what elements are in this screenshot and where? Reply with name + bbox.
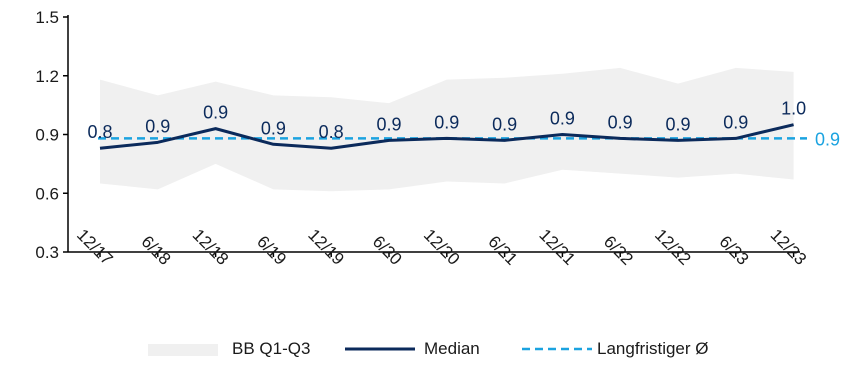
y-tick-label: 1.2 bbox=[35, 67, 59, 86]
quartile-band bbox=[100, 67, 794, 192]
x-tick-label: 6/19 bbox=[253, 232, 290, 269]
median-data-label: 0.9 bbox=[203, 103, 228, 123]
legend-label-band: BB Q1-Q3 bbox=[232, 339, 310, 358]
y-tick-label: 0.6 bbox=[35, 184, 59, 203]
median-data-label: 0.9 bbox=[145, 116, 170, 136]
y-tick-label: 1.5 bbox=[35, 8, 59, 27]
median-data-label: 0.8 bbox=[319, 122, 344, 142]
x-tick-label: 6/18 bbox=[138, 232, 175, 269]
x-tick-label: 6/21 bbox=[484, 232, 521, 269]
median-line bbox=[99, 123, 794, 150]
median-data-label: 0.8 bbox=[87, 122, 112, 142]
x-tick-label: 6/20 bbox=[369, 232, 406, 269]
median-data-label: 0.9 bbox=[608, 112, 633, 132]
median-data-label: 0.9 bbox=[492, 114, 517, 134]
legend-label-average: Langfristiger Ø bbox=[597, 339, 709, 358]
legend: BB Q1-Q3 Median Langfristiger Ø bbox=[148, 339, 709, 358]
median-data-label: 0.9 bbox=[261, 118, 286, 138]
y-tick-label: 0.3 bbox=[35, 243, 59, 262]
data-labels: 0.8 0.9 0.9 0.9 0.8 0.9 0.9 0.9 0.9 0.9 0.9 0.9 1.0 0… bbox=[87, 99, 840, 150]
x-tick-label: 12/18 bbox=[189, 225, 233, 269]
x-tick-label: 6/23 bbox=[716, 232, 753, 269]
series-layer bbox=[98, 123, 807, 150]
x-tick-label: 12/19 bbox=[304, 225, 348, 269]
average-data-label: 0.9 bbox=[815, 129, 840, 149]
median-data-label: 0.9 bbox=[434, 112, 459, 132]
x-tick-label: 12/20 bbox=[420, 225, 464, 269]
y-tick-label: 0.9 bbox=[35, 126, 59, 145]
legend-label-median: Median bbox=[424, 339, 480, 358]
median-data-label: 0.9 bbox=[665, 114, 690, 134]
quartile-band-layer bbox=[100, 67, 794, 192]
legend-swatch-band bbox=[148, 344, 218, 356]
median-data-label: 0.9 bbox=[550, 109, 575, 129]
median-data-label: 0.9 bbox=[723, 112, 748, 132]
x-tick-label: 12/22 bbox=[651, 225, 695, 269]
x-tick-label: 12/17 bbox=[73, 225, 117, 269]
x-tick-label: 12/23 bbox=[767, 225, 811, 269]
x-tick-label: 6/22 bbox=[600, 232, 637, 269]
x-tick-label: 12/21 bbox=[535, 225, 579, 269]
median-data-label: 0.9 bbox=[376, 114, 401, 134]
median-data-label: 1.0 bbox=[781, 99, 806, 119]
